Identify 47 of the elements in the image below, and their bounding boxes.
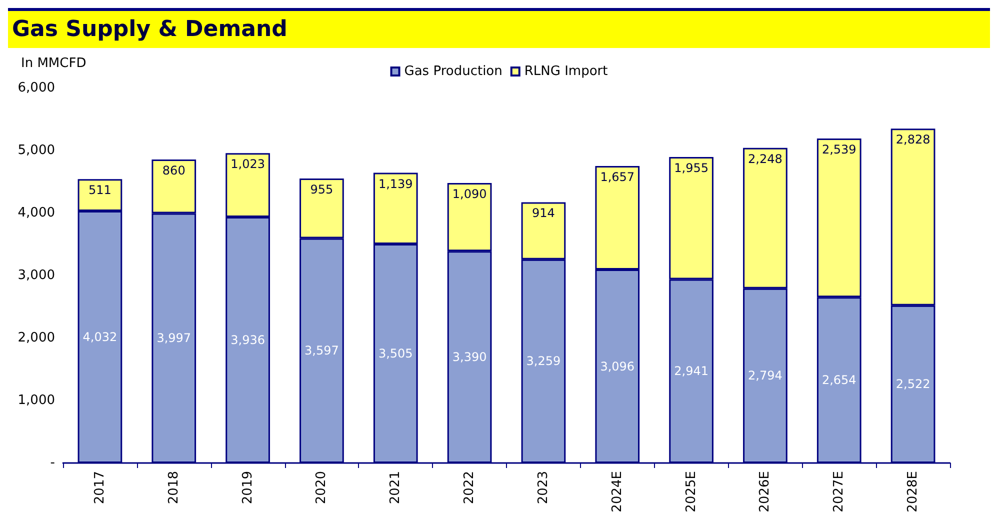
legend-label: RLNG Import — [524, 64, 608, 79]
y-tick-label: 4,000 — [18, 206, 55, 220]
y-axis-title: In MMCFD — [21, 56, 86, 71]
data-label: 1,139 — [378, 176, 413, 191]
data-label: 1,023 — [230, 157, 265, 172]
x-tick-label: 2024E — [610, 471, 625, 512]
x-tick-label: 2020 — [314, 471, 330, 504]
x-tick-label: 2026E — [758, 471, 773, 512]
data-label: 3,597 — [304, 344, 339, 358]
data-label: 511 — [88, 183, 112, 198]
x-tick-label: 2021 — [388, 471, 404, 504]
legend-label: Gas Production — [404, 64, 502, 79]
data-label: 2,941 — [674, 364, 708, 378]
data-label: 3,997 — [156, 331, 192, 346]
x-tick-label: 2025E — [684, 471, 699, 512]
data-label: 1,955 — [674, 161, 708, 175]
data-label: 3,390 — [452, 350, 487, 364]
x-tick-label: 2018 — [166, 471, 182, 504]
chart-title: Gas Supply & Demand — [8, 8, 990, 48]
data-label: 3,936 — [230, 333, 265, 347]
x-tick-label: 2022 — [462, 471, 478, 504]
data-label: 4,032 — [82, 330, 118, 344]
data-label: 914 — [532, 206, 555, 220]
data-label: 2,828 — [896, 132, 930, 147]
x-tick-label: 2023 — [536, 471, 551, 504]
data-label: 2,654 — [822, 373, 856, 388]
y-tick-label: 6,000 — [18, 80, 55, 96]
data-label: 860 — [162, 163, 186, 178]
x-tick-label: 2028E — [906, 471, 921, 512]
data-label: 2,539 — [822, 142, 856, 156]
y-tick-label: - — [50, 456, 56, 470]
y-tick-label: 1,000 — [18, 393, 55, 408]
data-label: 2,522 — [896, 377, 930, 392]
data-label: 3,096 — [600, 359, 635, 374]
data-label: 2,794 — [748, 368, 782, 383]
data-label: 1,090 — [452, 187, 487, 201]
x-tick-label: 2027E — [832, 471, 847, 512]
x-tick-label: 2017 — [92, 471, 108, 504]
data-label: 2,248 — [748, 152, 782, 166]
data-label: 955 — [310, 182, 334, 196]
y-tick-label: 2,000 — [18, 330, 55, 346]
data-label: 1,657 — [600, 170, 635, 184]
y-tick-label: 3,000 — [18, 268, 55, 283]
data-label: 3,505 — [378, 346, 413, 360]
x-tick-label: 2019 — [240, 471, 256, 504]
data-label: 3,259 — [526, 354, 561, 368]
y-tick-label: 5,000 — [18, 143, 55, 158]
